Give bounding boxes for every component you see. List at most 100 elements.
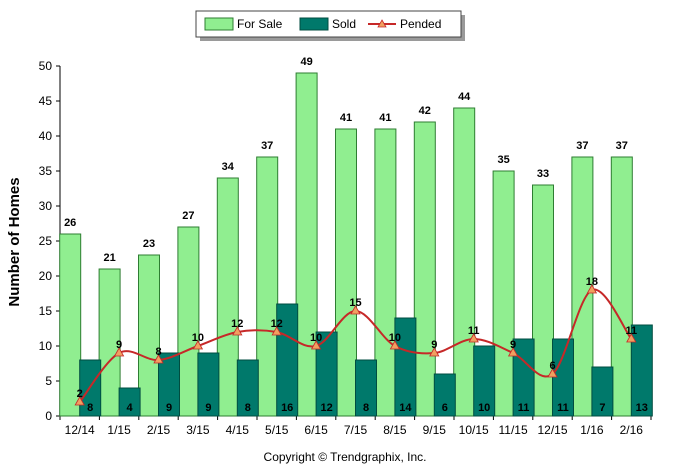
pended-marker (389, 340, 401, 350)
copyright-footer: Copyright © Trendgraphix, Inc. (264, 450, 427, 464)
label-pended: 11 (468, 325, 480, 337)
pended-marker (153, 354, 164, 364)
x-tick-label: 1/15 (107, 423, 131, 437)
x-tick-label: 5/15 (265, 423, 289, 437)
y-axis-title: Number of Homes (6, 177, 23, 306)
label-sold: 16 (281, 402, 293, 414)
y-tick-label: 50 (39, 59, 53, 73)
label-pended: 9 (431, 339, 437, 351)
y-tick-label: 20 (39, 269, 53, 283)
label-sold: 7 (599, 402, 605, 414)
bar-for-sale (295, 72, 318, 417)
x-tick-label: 9/15 (423, 423, 447, 437)
bar-for-sale (138, 254, 160, 417)
legend-swatch-for-sale (204, 17, 234, 31)
pended-marker (74, 396, 85, 406)
bar-for-sale (177, 226, 200, 417)
label-sold: 14 (399, 402, 412, 414)
label-for-sale: 41 (340, 112, 352, 124)
bar-sold (315, 331, 338, 417)
x-tick-label: 2/15 (147, 423, 171, 437)
bar-sold (355, 359, 377, 417)
label-for-sale: 26 (64, 217, 76, 229)
x-tick-label: 2/16 (620, 423, 644, 437)
legend: For Sale Sold Pended (195, 10, 465, 41)
label-sold: 9 (205, 402, 211, 414)
x-tick-label: 12/15 (537, 423, 567, 437)
x-tick-label: 7/15 (344, 423, 368, 437)
pended-marker (626, 333, 637, 343)
label-pended: 10 (389, 332, 401, 344)
label-pended: 11 (625, 325, 637, 337)
bar-sold (197, 352, 220, 417)
x-tick-label: 6/15 (304, 423, 328, 437)
pended-line (74, 284, 637, 406)
y-tick-label: 35 (39, 164, 53, 178)
pended-marker (310, 340, 322, 350)
label-for-sale: 42 (419, 105, 431, 117)
y-tick-label: 0 (45, 409, 52, 423)
pended-marker (586, 284, 598, 294)
bar-sold (236, 359, 259, 417)
bar-for-sale (413, 121, 436, 417)
bar-for-sale (532, 184, 554, 417)
label-for-sale: 23 (143, 238, 155, 250)
y-tick-label: 45 (39, 94, 53, 108)
bar-sold (394, 317, 417, 417)
y-tick-label: 15 (39, 304, 53, 318)
pended-marker (350, 305, 361, 315)
bars-for-sale (59, 72, 633, 417)
label-pended: 10 (192, 332, 204, 344)
pended-marker (429, 347, 440, 357)
label-pended: 2 (77, 388, 83, 400)
label-pended: 9 (510, 339, 516, 351)
label-for-sale: 37 (576, 140, 588, 152)
label-sold: 11 (557, 402, 569, 414)
bar-for-sale (610, 156, 633, 417)
x-tick-label: 10/15 (459, 423, 489, 437)
bar-for-sale (374, 128, 397, 417)
label-for-sale: 44 (458, 91, 471, 103)
label-sold: 8 (245, 402, 251, 414)
bar-sold (591, 366, 614, 417)
x-tick-label: 4/15 (226, 423, 250, 437)
bar-sold (118, 387, 141, 417)
label-pended: 8 (155, 346, 161, 358)
label-pended: 18 (586, 276, 598, 288)
pended-marker (192, 340, 204, 350)
y-axis: 0 5 10 15 20 25 30 35 40 45 50 (39, 59, 61, 423)
label-sold: 13 (636, 402, 648, 414)
pended-marker (468, 333, 479, 343)
legend-label-for-sale: For Sale (237, 17, 283, 31)
label-pended: 6 (549, 360, 555, 372)
bar-for-sale (256, 156, 279, 417)
label-for-sale: 41 (379, 112, 391, 124)
bar-sold (473, 345, 496, 417)
bar-for-sale (492, 170, 515, 417)
x-tick-label: 11/15 (499, 423, 528, 437)
label-for-sale: 27 (182, 210, 194, 222)
label-pended: 10 (310, 332, 322, 344)
bar-for-sale (216, 177, 239, 417)
y-tick-label: 10 (39, 339, 53, 353)
label-sold: 8 (363, 402, 369, 414)
legend-swatch-sold (299, 17, 329, 31)
bar-sold (630, 324, 653, 417)
x-tick-label: 3/15 (186, 423, 210, 437)
label-for-sale: 35 (497, 154, 509, 166)
y-tick-label: 40 (39, 129, 53, 143)
x-tick-label: 12/14 (65, 423, 95, 437)
bar-sold (512, 338, 535, 417)
bars-sold (79, 303, 653, 417)
x-tick-label: 1/16 (580, 423, 604, 437)
y-tick-label: 25 (39, 234, 53, 248)
pended-marker (113, 347, 125, 357)
bar-sold (552, 338, 574, 417)
bar-for-sale (335, 128, 357, 417)
bar-sold (276, 303, 299, 417)
legend-marker-pended (377, 19, 387, 28)
label-for-sale: 21 (103, 252, 115, 264)
legend-label-pended: Pended (400, 17, 441, 31)
label-sold: 4 (127, 402, 134, 414)
bar-sold (158, 352, 180, 417)
